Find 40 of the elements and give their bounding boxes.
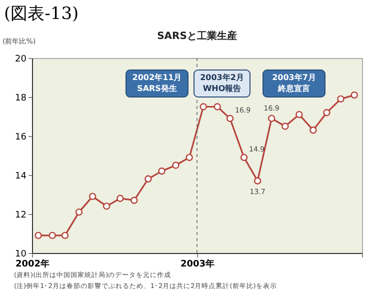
annotation: 2003年7月 (272, 73, 316, 82)
annotation: 2003年2月 (200, 73, 244, 82)
y-tick-label: 10 (15, 250, 27, 260)
point (350, 91, 358, 99)
point (144, 175, 152, 182)
point (186, 154, 193, 162)
point (116, 194, 124, 202)
x-tick-label: 2002年 (15, 258, 50, 270)
point (61, 232, 69, 240)
point (102, 202, 110, 210)
y-tick-label: 12 (15, 210, 26, 220)
point (282, 122, 289, 130)
point (75, 208, 83, 216)
point (296, 110, 303, 118)
point (310, 126, 317, 134)
point (200, 103, 207, 110)
chart-title: (図表-13) (3, 3, 80, 26)
point (240, 154, 248, 162)
point (323, 109, 330, 116)
point (337, 95, 344, 103)
point (34, 232, 42, 240)
annotation: 2002年11月 (132, 73, 182, 82)
point (226, 114, 234, 122)
point (158, 168, 166, 175)
annotation: WHO報告 (202, 84, 242, 93)
point (268, 114, 276, 122)
annotation: 終息宣言 (277, 83, 310, 93)
y-tick-label: 14 (15, 172, 27, 182)
chart-subtitle: SARSと工業生産 (157, 30, 237, 42)
point (172, 162, 180, 169)
y-tick-label: 20 (15, 54, 27, 64)
x-tick-label: 2003年 (180, 258, 215, 270)
point (88, 192, 96, 200)
y-tick-label: 18 (15, 94, 27, 104)
point (254, 177, 262, 184)
annotation: SARS発生 (137, 84, 177, 93)
point (48, 232, 56, 240)
point (130, 196, 138, 204)
y-tick-label: 16 (15, 132, 27, 142)
point (214, 103, 221, 110)
